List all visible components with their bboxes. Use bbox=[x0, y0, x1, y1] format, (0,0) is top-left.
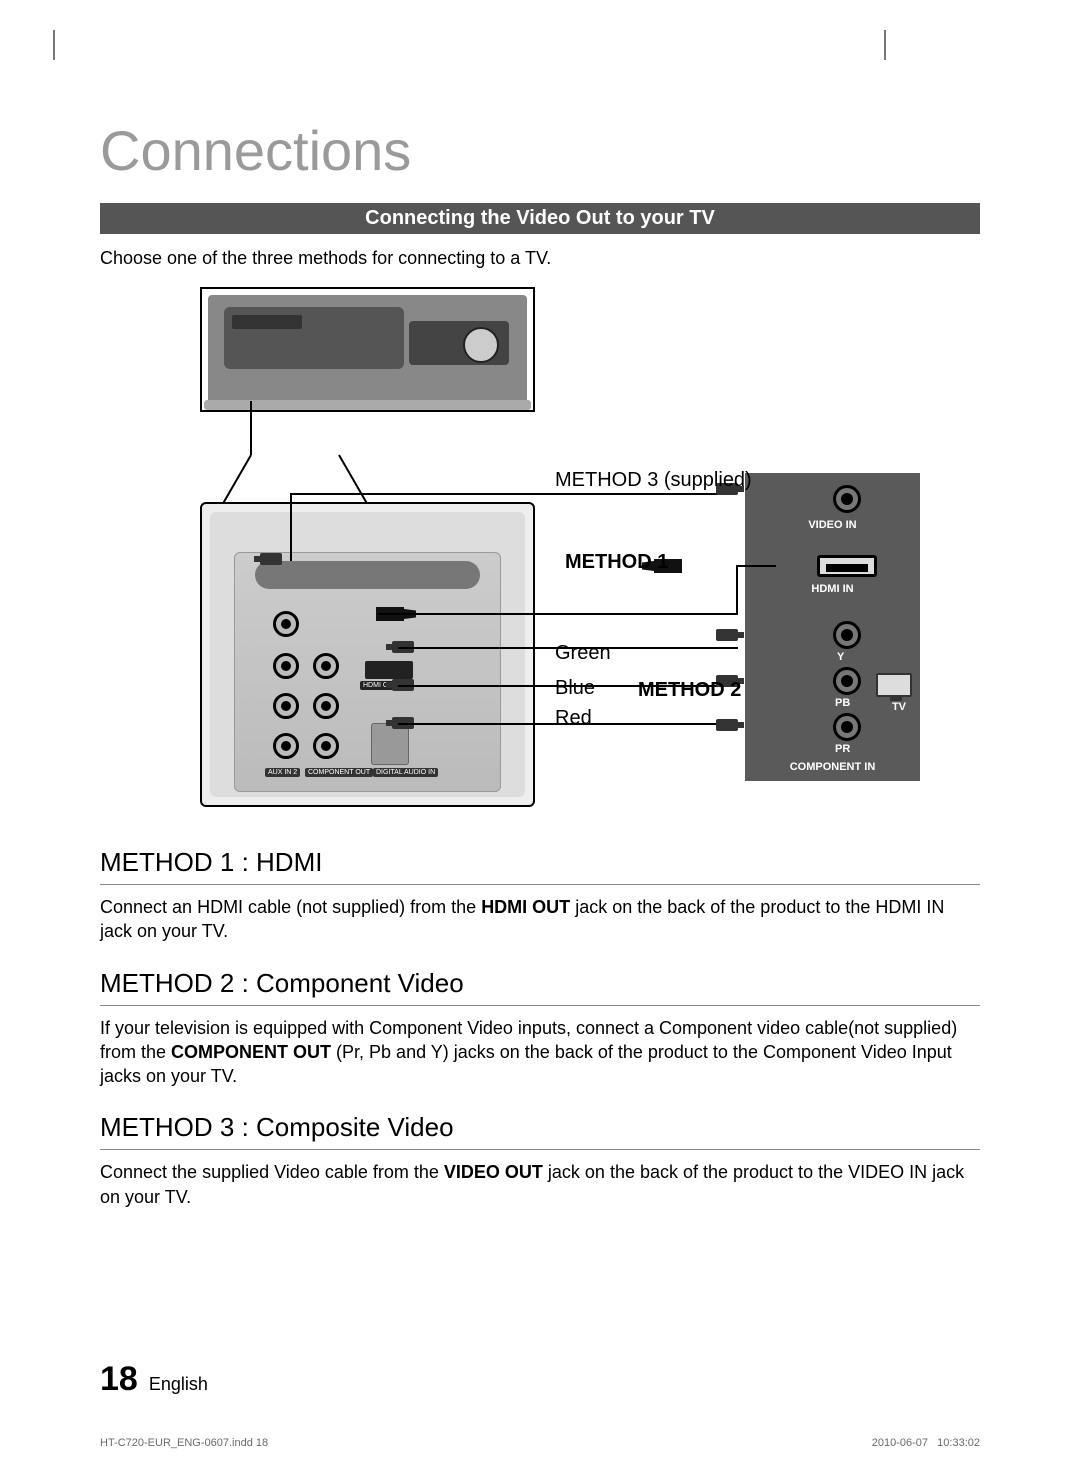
method2-section: METHOD 2 : Component Video If your telev… bbox=[100, 968, 980, 1089]
tv-input-panel: VIDEO IN HDMI IN Y PB PR COMPONENT IN TV bbox=[745, 473, 920, 781]
page-number: 18 bbox=[100, 1360, 138, 1398]
tv-label: TV bbox=[892, 701, 906, 713]
digital-audio-label: DIGITAL AUDIO IN bbox=[373, 768, 438, 777]
timestamp-meta: 2010-06-07 10:33:02 bbox=[872, 1437, 980, 1449]
connection-diagram: HDMI OUT AUX IN 2 COMPONENT OUT DIGITAL … bbox=[100, 287, 980, 807]
red-label: Red bbox=[555, 707, 592, 730]
tv-pb-jack bbox=[833, 667, 861, 695]
green-label: Green bbox=[555, 642, 611, 665]
tv-y-label: Y bbox=[837, 651, 844, 663]
intro-text: Choose one of the three methods for conn… bbox=[100, 248, 980, 269]
page-language: English bbox=[149, 1374, 208, 1394]
method3-title: METHOD 3 : Composite Video bbox=[100, 1112, 980, 1150]
section-bar: Connecting the Video Out to your TV bbox=[100, 203, 980, 234]
composite-plug-device bbox=[260, 553, 282, 565]
method3-body: Connect the supplied Video cable from th… bbox=[100, 1160, 980, 1209]
method2-body: If your television is equipped with Comp… bbox=[100, 1016, 980, 1089]
component-out-label: COMPONENT OUT bbox=[305, 768, 373, 777]
method3-supplied-label: METHOD 3 (supplied) bbox=[555, 469, 752, 492]
device-top-view bbox=[200, 287, 535, 412]
method2-title: METHOD 2 : Component Video bbox=[100, 968, 980, 1006]
tv-component-in-label: COMPONENT IN bbox=[745, 761, 920, 773]
filename-meta: HT-C720-EUR_ENG-0607.indd 18 bbox=[100, 1437, 268, 1449]
tv-hdmi-in-port bbox=[817, 555, 877, 577]
tv-pb-label: PB bbox=[835, 697, 850, 709]
method1-label: METHOD 1 bbox=[565, 551, 668, 574]
tv-pr-jack bbox=[833, 713, 861, 741]
aux-label: AUX IN 2 bbox=[265, 768, 300, 777]
video-out-jack bbox=[273, 611, 299, 637]
method1-body: Connect an HDMI cable (not supplied) fro… bbox=[100, 895, 980, 944]
tv-pr-label: PR bbox=[835, 743, 850, 755]
method3-section: METHOD 3 : Composite Video Connect the s… bbox=[100, 1112, 980, 1209]
tv-hdmi-in-label: HDMI IN bbox=[745, 583, 920, 595]
tv-icon bbox=[876, 673, 912, 697]
page-title: Connections bbox=[100, 118, 980, 183]
page-footer: 18 English bbox=[100, 1360, 208, 1399]
method2-label: METHOD 2 bbox=[638, 679, 741, 702]
tv-video-in-jack bbox=[833, 485, 861, 513]
method1-title: METHOD 1 : HDMI bbox=[100, 847, 980, 885]
method1-section: METHOD 1 : HDMI Connect an HDMI cable (n… bbox=[100, 847, 980, 944]
tv-video-in-label: VIDEO IN bbox=[745, 519, 920, 531]
hdmi-out-port bbox=[365, 661, 413, 679]
tv-y-jack bbox=[833, 621, 861, 649]
crop-marks bbox=[0, 30, 1080, 60]
device-back-panel: HDMI OUT AUX IN 2 COMPONENT OUT DIGITAL … bbox=[200, 502, 535, 807]
blue-label: Blue bbox=[555, 677, 595, 700]
manual-page: Connections Connecting the Video Out to … bbox=[0, 0, 1080, 1479]
